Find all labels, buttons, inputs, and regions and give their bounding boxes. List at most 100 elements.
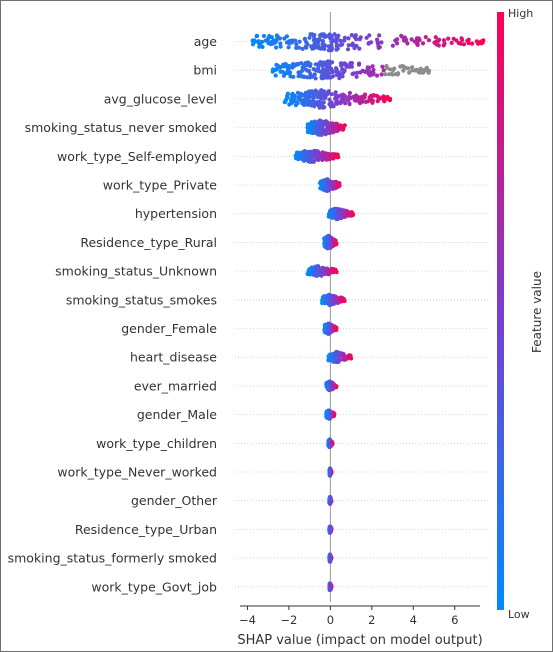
- shap-point: [328, 554, 333, 559]
- shap-point: [315, 149, 320, 154]
- shap-point: [327, 97, 332, 102]
- shap-point: [344, 64, 349, 69]
- shap-point: [335, 297, 340, 302]
- shap-point: [328, 212, 333, 217]
- shap-point: [257, 41, 262, 46]
- shap-point: [322, 121, 327, 127]
- shap-point: [357, 95, 362, 100]
- shap-point: [393, 72, 398, 77]
- shap-point: [326, 121, 331, 126]
- shap-point: [294, 42, 299, 47]
- x-ticks: −4 −2 0 2 4 6: [239, 606, 458, 627]
- shap-point: [327, 444, 333, 449]
- shap-point: [289, 96, 295, 101]
- shap-point: [316, 37, 321, 42]
- shap-point: [337, 124, 342, 130]
- shap-point: [357, 46, 362, 51]
- shap-point: [325, 385, 331, 391]
- feature-label: avg_glucose_level: [104, 91, 217, 106]
- shap-point: [299, 74, 304, 79]
- shap-point: [435, 39, 441, 44]
- shap-point: [346, 43, 351, 48]
- shap-point: [273, 73, 278, 78]
- shap-point: [312, 119, 317, 124]
- shap-point: [406, 66, 411, 71]
- shap-point: [351, 71, 357, 76]
- shap-point: [416, 36, 421, 41]
- shap-point: [266, 35, 271, 40]
- shap-point: [348, 61, 353, 66]
- shap-point: [285, 91, 290, 96]
- shap-point: [333, 90, 338, 95]
- shap-point: [381, 68, 386, 73]
- shap-point: [330, 74, 336, 79]
- shap-point: [336, 207, 341, 212]
- shap-point: [334, 66, 339, 71]
- shap-point: [423, 35, 428, 40]
- shap-point: [322, 294, 327, 299]
- shap-point: [423, 68, 428, 73]
- feature-label: work_type_Govt_job: [91, 579, 217, 594]
- shap-point: [335, 359, 340, 364]
- shap-point: [274, 45, 279, 50]
- shap-point: [283, 71, 288, 76]
- feature-labels: age bmi avg_glucose_level smoking_status_ne…: [8, 34, 218, 594]
- shap-point: [318, 33, 323, 38]
- feature-label: smoking_status_smokes: [66, 292, 217, 307]
- x-axis-label: SHAP value (impact on model output): [237, 633, 482, 648]
- shap-point: [426, 38, 432, 43]
- shap-point: [393, 38, 398, 43]
- shap-point: [420, 41, 426, 46]
- feature-label: smoking_status_Unknown: [55, 264, 217, 279]
- shap-point: [339, 211, 344, 216]
- feature-label: heart_disease: [130, 350, 217, 365]
- shap-point: [333, 154, 338, 159]
- shap-point: [328, 154, 333, 159]
- shap-point: [335, 46, 340, 51]
- shap-point: [297, 45, 302, 50]
- shap-point: [342, 35, 347, 41]
- shap-point: [323, 322, 328, 327]
- shap-point: [374, 73, 380, 78]
- shap-point: [330, 130, 335, 135]
- shap-point: [345, 97, 350, 102]
- shap-point: [313, 76, 318, 81]
- shap-point: [296, 74, 301, 79]
- shap-point: [304, 153, 309, 158]
- shap-point: [342, 298, 347, 303]
- shap-point: [470, 41, 475, 46]
- shap-point: [426, 70, 431, 75]
- shap-point: [302, 36, 307, 41]
- shap-point: [284, 40, 290, 45]
- colorbar-high-label: High: [508, 7, 533, 20]
- shap-point: [375, 99, 380, 104]
- shap-point: [308, 62, 313, 67]
- shap-point: [313, 62, 318, 67]
- shap-point: [315, 273, 320, 278]
- shap-point: [297, 39, 302, 44]
- shap-point: [356, 62, 362, 67]
- shap-point: [252, 38, 257, 43]
- shap-point: [345, 47, 351, 52]
- shap-point: [342, 357, 347, 362]
- shap-point: [308, 151, 313, 156]
- shap-point: [328, 467, 333, 472]
- shap-point: [347, 90, 352, 96]
- shap-point: [297, 97, 302, 102]
- feature-label: gender_Male: [137, 407, 217, 422]
- shap-point: [315, 95, 320, 100]
- shap-point: [322, 46, 327, 52]
- shap-point: [322, 94, 327, 99]
- shap-point: [329, 36, 334, 41]
- shap-point: [347, 353, 352, 358]
- shap-point: [328, 557, 333, 562]
- shap-point: [288, 64, 294, 69]
- shap-point: [339, 99, 344, 104]
- shap-point: [407, 70, 412, 75]
- shap-point: [349, 95, 354, 100]
- x-tick-label: 0: [327, 613, 334, 627]
- shap-point: [335, 101, 340, 106]
- shap-point: [303, 44, 308, 49]
- shap-point: [410, 65, 415, 70]
